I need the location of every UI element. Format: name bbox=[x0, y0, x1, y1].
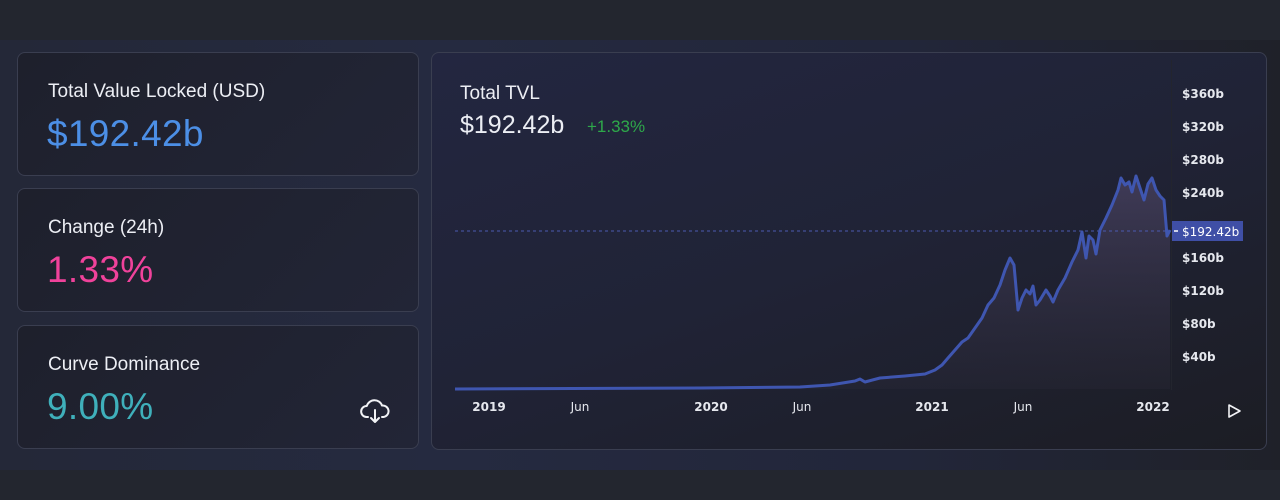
y-tick: $120b bbox=[1182, 284, 1224, 298]
stat-card-dominance: Curve Dominance 9.00% bbox=[17, 325, 419, 449]
svg-text:$192.42b: $192.42b bbox=[1182, 225, 1239, 239]
x-tick: 2022 bbox=[1136, 400, 1169, 414]
x-tick: 2020 bbox=[694, 400, 727, 414]
x-tick: Jun bbox=[792, 400, 812, 414]
tvl-line bbox=[454, 174, 1172, 391]
price-scale-divider bbox=[1171, 60, 1172, 390]
y-tick: $80b bbox=[1182, 317, 1216, 331]
chart-change: +1.33% bbox=[587, 117, 646, 136]
y-tick: $280b bbox=[1182, 153, 1224, 167]
x-tick: Jun bbox=[570, 400, 590, 414]
tvl-area-fill bbox=[455, 176, 1170, 389]
stat-value: $192.42b bbox=[47, 113, 204, 154]
cloud-download-icon[interactable] bbox=[360, 398, 390, 424]
stat-card-change: Change (24h) 1.33% bbox=[17, 188, 419, 312]
current-value-marker: $192.42b bbox=[1172, 221, 1243, 241]
stat-label: Change (24h) bbox=[48, 217, 165, 238]
y-tick: $360b bbox=[1182, 87, 1224, 101]
stat-label: Total Value Locked (USD) bbox=[48, 81, 266, 102]
stat-value: 9.00% bbox=[47, 386, 154, 427]
x-tick: 2019 bbox=[472, 400, 505, 414]
chart-current-value: $192.42b bbox=[460, 111, 565, 139]
y-tick: $240b bbox=[1182, 186, 1224, 200]
play-icon[interactable] bbox=[1226, 403, 1242, 419]
x-tick: Jun bbox=[1013, 400, 1033, 414]
x-tick: 2021 bbox=[915, 400, 948, 414]
chart-title: Total TVL bbox=[460, 83, 540, 104]
y-tick: $160b bbox=[1182, 251, 1224, 265]
stat-label: Curve Dominance bbox=[48, 354, 201, 375]
y-tick: $320b bbox=[1182, 120, 1224, 134]
y-tick: $40b bbox=[1182, 350, 1216, 364]
stat-card-tvl: Total Value Locked (USD) $192.42b bbox=[17, 52, 419, 176]
stat-value: 1.33% bbox=[47, 249, 154, 290]
